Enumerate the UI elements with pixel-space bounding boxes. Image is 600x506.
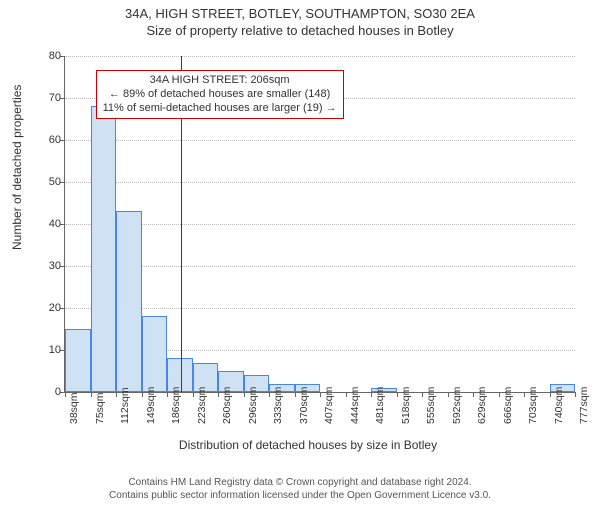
gridline	[65, 140, 575, 141]
histogram-bar	[116, 211, 142, 392]
chart-title: 34A, HIGH STREET, BOTLEY, SOUTHAMPTON, S…	[0, 6, 600, 21]
xtick-label: 223sqm	[196, 387, 208, 424]
xtick-mark	[167, 392, 168, 397]
xtick-mark	[499, 392, 500, 397]
xtick-label: 629sqm	[476, 387, 488, 424]
ytick-label: 50	[35, 176, 61, 188]
xtick-mark	[397, 392, 398, 397]
ytick-label: 80	[35, 50, 61, 62]
annotation-line: 11% of semi-detached houses are larger (…	[103, 102, 337, 116]
xtick-label: 703sqm	[527, 387, 539, 424]
xtick-mark	[448, 392, 449, 397]
xtick-mark	[218, 392, 219, 397]
ytick-label: 0	[35, 386, 61, 398]
xtick-label: 518sqm	[400, 387, 412, 424]
xtick-label: 666sqm	[502, 387, 514, 424]
xtick-mark	[346, 392, 347, 397]
xtick-label: 740sqm	[553, 387, 565, 424]
xtick-label: 186sqm	[170, 387, 182, 424]
histogram-bar	[91, 106, 117, 392]
histogram-bar	[142, 316, 168, 392]
xtick-label: 370sqm	[298, 387, 310, 424]
xtick-mark	[575, 392, 576, 397]
xtick-label: 555sqm	[425, 387, 437, 424]
footer-attribution: Contains HM Land Registry data © Crown c…	[0, 477, 600, 502]
annotation-line: 34A HIGH STREET: 206sqm	[103, 74, 337, 88]
xtick-mark	[244, 392, 245, 397]
annotation-box: 34A HIGH STREET: 206sqm← 89% of detached…	[96, 70, 344, 119]
xtick-mark	[320, 392, 321, 397]
gridline	[65, 56, 575, 57]
gridline	[65, 266, 575, 267]
xtick-label: 407sqm	[323, 387, 335, 424]
xtick-mark	[524, 392, 525, 397]
ytick-label: 60	[35, 134, 61, 146]
xtick-mark	[116, 392, 117, 397]
xtick-label: 592sqm	[451, 387, 463, 424]
xtick-label: 260sqm	[221, 387, 233, 424]
footer-line-1: Contains HM Land Registry data © Crown c…	[0, 477, 600, 490]
xtick-mark	[91, 392, 92, 397]
chart-subtitle: Size of property relative to detached ho…	[0, 23, 600, 38]
xtick-mark	[65, 392, 66, 397]
xtick-label: 481sqm	[374, 387, 386, 424]
annotation-line: ← 89% of detached houses are smaller (14…	[103, 88, 337, 102]
histogram-bar	[65, 329, 91, 392]
gridline	[65, 182, 575, 183]
xtick-label: 444sqm	[349, 387, 361, 424]
xtick-mark	[371, 392, 372, 397]
ytick-label: 30	[35, 260, 61, 272]
xtick-label: 112sqm	[119, 387, 131, 424]
footer-line-2: Contains public sector information licen…	[0, 490, 600, 503]
xtick-label: 296sqm	[247, 387, 259, 424]
xtick-mark	[142, 392, 143, 397]
y-axis-label: Number of detached properties	[10, 85, 24, 250]
plot-area: 0102030405060708038sqm75sqm112sqm149sqm1…	[64, 56, 575, 393]
xtick-mark	[550, 392, 551, 397]
xtick-mark	[473, 392, 474, 397]
ytick-label: 10	[35, 344, 61, 356]
xtick-mark	[269, 392, 270, 397]
xtick-label: 75sqm	[94, 392, 106, 424]
xtick-label: 333sqm	[272, 387, 284, 424]
chart-container: Number of detached properties 0102030405…	[28, 50, 588, 450]
gridline	[65, 308, 575, 309]
x-axis-label: Distribution of detached houses by size …	[28, 438, 588, 452]
xtick-mark	[295, 392, 296, 397]
ytick-label: 20	[35, 302, 61, 314]
xtick-label: 38sqm	[68, 392, 80, 424]
xtick-label: 777sqm	[578, 387, 590, 424]
xtick-mark	[422, 392, 423, 397]
ytick-label: 40	[35, 218, 61, 230]
xtick-mark	[193, 392, 194, 397]
xtick-label: 149sqm	[145, 387, 157, 424]
ytick-label: 70	[35, 92, 61, 104]
gridline	[65, 224, 575, 225]
